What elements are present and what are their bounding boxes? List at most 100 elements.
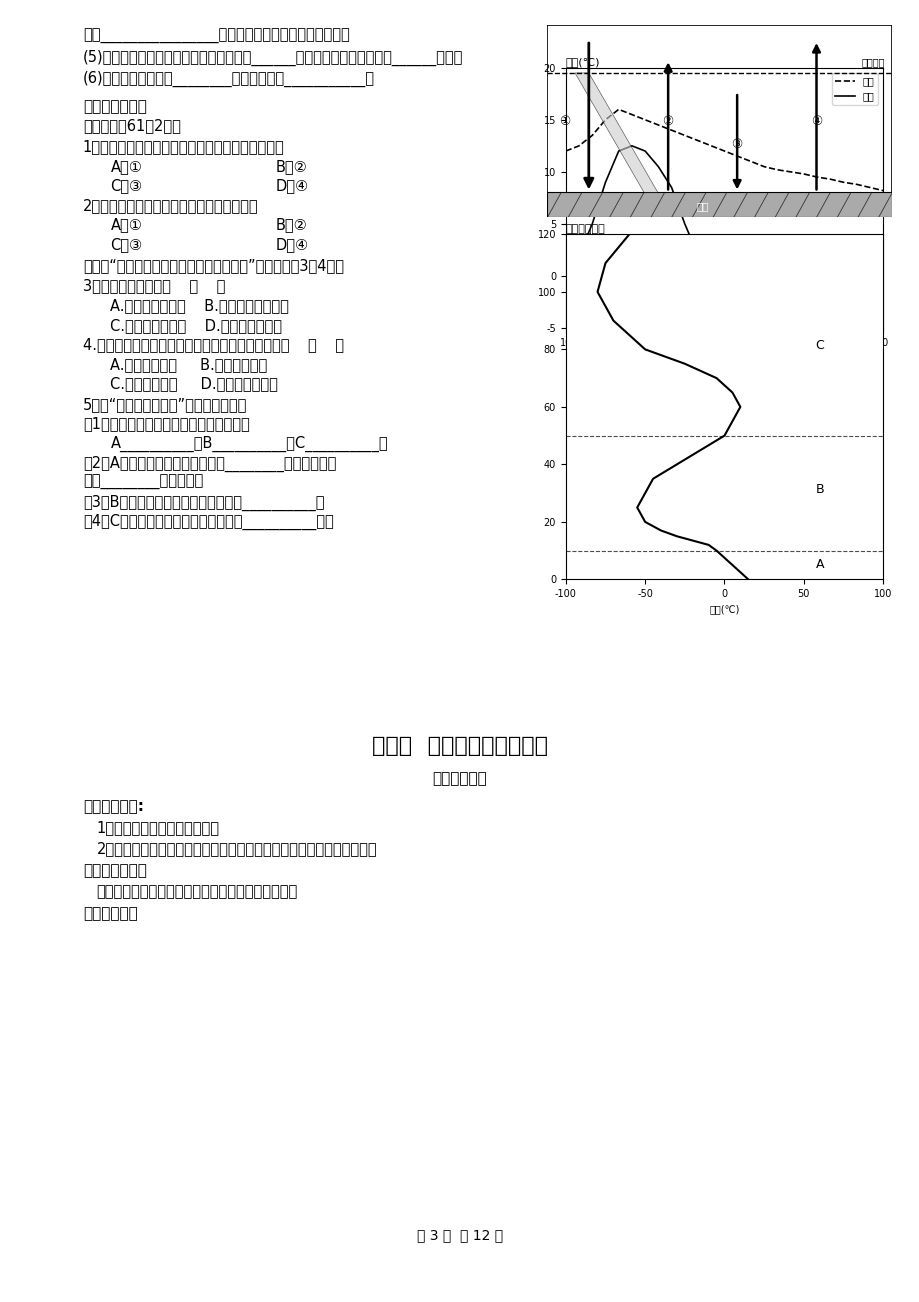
Legend: 成都, 拉萨: 成都, 拉萨 [831, 73, 878, 105]
成都 [864, 180, 875, 195]
Text: 大气________运动显著。: 大气________运动显著。 [83, 475, 203, 491]
Text: B．②: B．② [276, 159, 308, 174]
Text: ①: ① [559, 115, 570, 128]
Text: 第二节  大气圈与天气、气候: 第二节 大气圈与天气、气候 [371, 736, 548, 755]
拉萨 [798, 310, 809, 326]
Text: 【目标导航】:: 【目标导航】: [83, 799, 143, 815]
拉萨 [626, 138, 637, 154]
拉萨 [784, 307, 795, 323]
Text: (时): (时) [868, 378, 882, 388]
Text: C: C [814, 340, 823, 353]
Text: 3．与成都相比，拉萨    （    ）: 3．与成都相比，拉萨 （ ） [83, 279, 225, 294]
拉萨 [719, 279, 730, 294]
成都 [758, 159, 769, 174]
Text: C．③: C．③ [110, 178, 142, 194]
Text: C.地面状况不同     D.人类活动的差异: C.地面状况不同 D.人类活动的差异 [110, 376, 278, 392]
拉萨 [837, 305, 848, 320]
Text: B．②: B．② [276, 217, 308, 233]
成都 [573, 138, 584, 154]
Text: C.白天太阳辐射强    D.夜晚地面辐射强: C.白天太阳辐射强 D.夜晚地面辐射强 [110, 318, 282, 333]
Text: 1．理解大气水平运动的成因。: 1．理解大气水平运动的成因。 [96, 820, 220, 836]
Text: 第 3 页  共 12 页: 第 3 页 共 12 页 [416, 1228, 503, 1242]
成都 [705, 138, 716, 154]
拉萨 [771, 302, 782, 318]
成都 [784, 164, 795, 180]
成都 [560, 143, 571, 159]
拉萨 [823, 310, 834, 326]
Text: (5)射向地面的大气辐射最强的时候出现在______天气，最弱的时候出现在______天气。: (5)射向地面的大气辐射最强的时候出现在______天气，最弱的时候出现在___… [83, 49, 462, 65]
Text: 水平气压梯度力、地转偏向力、摩擦力对风的影响。: 水平气压梯度力、地转偏向力、摩擦力对风的影响。 [96, 884, 298, 900]
成都 [744, 154, 755, 169]
Text: 1．图示箭头中，代表近地面大气主要直接热源的是: 1．图示箭头中，代表近地面大气主要直接热源的是 [83, 139, 284, 155]
Text: A__________，B__________，C__________；: A__________，B__________，C__________； [110, 436, 388, 452]
Text: 【自主学习】: 【自主学习】 [83, 906, 138, 922]
Text: 读图，完成61～2题。: 读图，完成61～2题。 [83, 118, 180, 134]
Text: 温度(℃): 温度(℃) [565, 57, 600, 66]
Text: A.白天大气辐射强    B.夜晚大气逆辐射强: A.白天大气辐射强 B.夜晚大气逆辐射强 [110, 298, 289, 314]
Text: B: B [814, 483, 823, 496]
成都 [613, 102, 624, 117]
成都 [850, 177, 861, 193]
Text: （3）B层随高度升高气温升高的原因是__________。: （3）B层随高度升高气温升高的原因是__________。 [83, 495, 324, 510]
Text: 地面: 地面 [696, 201, 709, 211]
Text: A.纬度差异较大     B.经度差异较大: A.纬度差异较大 B.经度差异较大 [110, 357, 267, 372]
拉萨 [864, 268, 875, 284]
Text: （1）写出图中字母所示大气各层的名称：: （1）写出图中字母所示大气各层的名称： [83, 417, 249, 432]
拉萨 [744, 294, 755, 310]
拉萨 [705, 268, 716, 284]
拉萨 [586, 216, 597, 232]
Text: （第二课时）: （第二课时） [432, 771, 487, 786]
成都 [732, 148, 743, 164]
成都 [771, 161, 782, 177]
Text: 大气上界: 大气上界 [861, 57, 885, 68]
Line: 成都: 成都 [565, 109, 882, 190]
成都 [599, 112, 610, 128]
拉萨 [850, 289, 861, 305]
成都 [837, 174, 848, 190]
拉萨 [758, 299, 769, 315]
成都 [692, 133, 703, 148]
拉萨 [599, 174, 610, 190]
成都 [665, 122, 676, 138]
Text: 【学习重难点】: 【学习重难点】 [83, 863, 146, 879]
Text: D．④: D．④ [276, 178, 309, 194]
Text: C．③: C．③ [110, 237, 142, 253]
拉萨 [639, 143, 650, 159]
Text: ③: ③ [731, 138, 742, 151]
拉萨 [573, 247, 584, 263]
拉萨 [665, 180, 676, 195]
成都 [823, 172, 834, 187]
Text: 【检测反馈：】: 【检测反馈：】 [83, 99, 146, 115]
Text: 2．运用大气热力环流的原理解释城市热岛效应、海陋热力环流等现象。: 2．运用大气热力环流的原理解释城市热岛效应、海陋热力环流等现象。 [96, 841, 377, 857]
成都 [719, 143, 730, 159]
Line: 拉萨: 拉萨 [565, 146, 882, 320]
Text: 2．表示大气补偿地面辐射损失热量的箭头是: 2．表示大气补偿地面辐射损失热量的箭头是 [83, 198, 258, 214]
成都 [811, 169, 822, 185]
Polygon shape [574, 73, 657, 193]
Text: 4.成都和拉萨气温日较差差异较大的根本原因是两地    （    ）: 4.成都和拉萨气温日较差差异较大的根本原因是两地 （ ） [83, 337, 344, 353]
Text: (6)大气的直接热源是________，根本热源是___________。: (6)大气的直接热源是________，根本热源是___________。 [83, 70, 374, 86]
拉萨 [652, 159, 664, 174]
拉萨 [613, 143, 624, 159]
拉萨 [877, 237, 888, 253]
成都 [877, 182, 888, 198]
Text: （2）A层大气的温度随高度上升而________，导致了该层: （2）A层大气的温度随高度上升而________，导致了该层 [83, 456, 335, 471]
Text: （4）C层中有若干能反射无线电短波的__________层。: （4）C层中有若干能反射无线电短波的__________层。 [83, 514, 334, 530]
Text: 又以________________的形式把热量归还给地面的缘故。: 又以________________的形式把热量归还给地面的缘故。 [83, 29, 349, 44]
Text: A．①: A．① [110, 217, 142, 233]
Text: 5．读“大气垂直分层图”回答下列问题：: 5．读“大气垂直分层图”回答下列问题： [83, 397, 247, 413]
Text: D．④: D．④ [276, 237, 309, 253]
Text: A．①: A．① [110, 159, 142, 174]
成都 [626, 107, 637, 122]
拉萨 [692, 247, 703, 263]
成都 [678, 128, 689, 143]
Text: 高度（千米）: 高度（千米） [565, 224, 605, 233]
拉萨 [732, 289, 743, 305]
成都 [652, 117, 664, 133]
Text: ④: ④ [810, 115, 822, 128]
拉萨 [811, 312, 822, 328]
成都 [798, 167, 809, 182]
Text: A: A [814, 557, 823, 570]
拉萨 [560, 268, 571, 284]
Text: 下图为“成都与拉萨某时段气温变化曲线图”，读图完成3～4题。: 下图为“成都与拉萨某时段气温变化曲线图”，读图完成3～4题。 [83, 258, 344, 273]
